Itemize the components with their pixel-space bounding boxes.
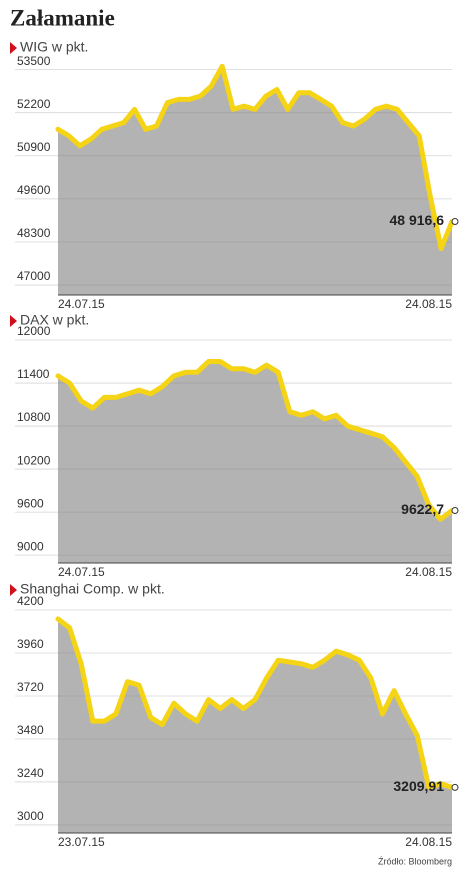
area (58, 66, 452, 295)
y-tick-label: 9600 (17, 496, 44, 510)
x-tick-label: 24.07.15 (58, 565, 105, 579)
end-marker (451, 783, 459, 791)
panel-title: WIG w pkt. (20, 39, 88, 55)
end-marker (451, 218, 459, 226)
title-marker (10, 315, 17, 327)
x-tick-label: 23.07.15 (58, 835, 105, 849)
y-tick-label: 11400 (17, 367, 50, 381)
y-tick-label: 3000 (17, 809, 44, 823)
x-tick-label: 24.07.15 (58, 297, 105, 311)
y-tick-label: 10800 (17, 410, 51, 424)
x-tick-label: 24.08.15 (405, 297, 452, 311)
y-tick-label: 4200 (17, 594, 44, 608)
y-tick-label: 48300 (17, 226, 51, 240)
title-marker (10, 584, 17, 596)
line (55, 616, 455, 790)
value-label: 9622,7 (401, 501, 444, 517)
end-marker (451, 506, 459, 514)
x-tick-label: 24.08.15 (405, 565, 452, 579)
source: Źródło: Bloomberg (378, 856, 452, 866)
line (55, 63, 455, 252)
area (58, 361, 452, 563)
y-tick-label: 49600 (17, 183, 51, 197)
y-tick-label: 3720 (17, 680, 44, 694)
y-tick-label: 52200 (17, 97, 51, 111)
y-tick-label: 47000 (17, 269, 51, 283)
y-tick-label: 10200 (17, 453, 51, 467)
y-tick-label: 3480 (17, 723, 44, 737)
y-tick-label: 50900 (17, 140, 51, 154)
value-label: 3209,91 (393, 778, 444, 794)
y-tick-label: 9000 (17, 539, 44, 553)
panel-title: DAX w pkt. (20, 312, 89, 328)
y-tick-label: 12000 (17, 324, 51, 338)
y-tick-label: 53500 (17, 54, 51, 68)
value-label: 48 916,6 (390, 212, 445, 228)
title-marker (10, 42, 17, 54)
y-tick-label: 3960 (17, 637, 44, 651)
panel-title: Shanghai Comp. w pkt. (20, 581, 165, 597)
x-tick-label: 24.08.15 (405, 835, 452, 849)
area (58, 619, 452, 833)
line (55, 359, 455, 522)
page-title: Załamanie (10, 5, 115, 30)
y-tick-label: 3240 (17, 766, 44, 780)
